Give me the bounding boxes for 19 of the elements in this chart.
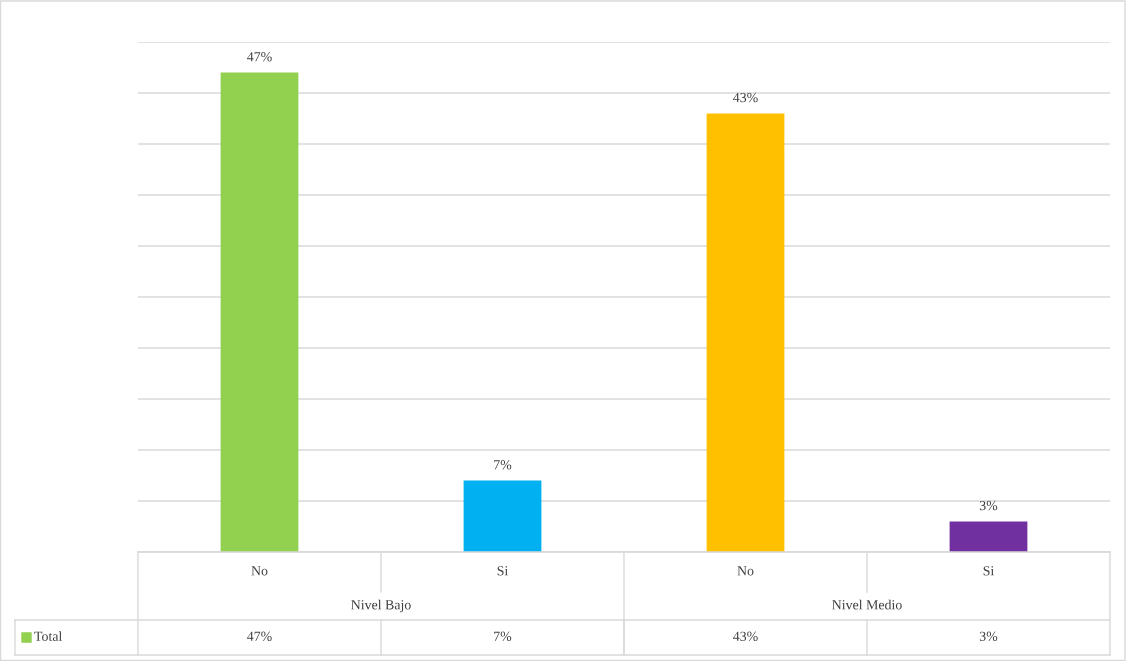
data-label: 43% — [733, 631, 758, 642]
data-label: 3% — [979, 631, 998, 642]
x-tick-label: Si — [497, 566, 509, 576]
x-tick-label: Si — [983, 566, 995, 576]
text: 47% — [247, 52, 272, 62]
bar — [463, 480, 542, 552]
data-label: 47% — [247, 631, 272, 642]
text: 7% — [494, 460, 512, 470]
bar — [949, 521, 1028, 552]
data-label: 7% — [494, 631, 512, 642]
x-tick-label: No — [251, 566, 268, 576]
bar — [706, 113, 785, 552]
text: Nivel Bajo — [351, 599, 411, 613]
text: Nivel Medio — [832, 599, 902, 610]
legend-label: Total — [34, 631, 63, 641]
text: 43% — [733, 92, 758, 103]
bar — [220, 72, 299, 552]
x-tick-label: No — [737, 566, 754, 576]
text: 3% — [979, 500, 998, 511]
